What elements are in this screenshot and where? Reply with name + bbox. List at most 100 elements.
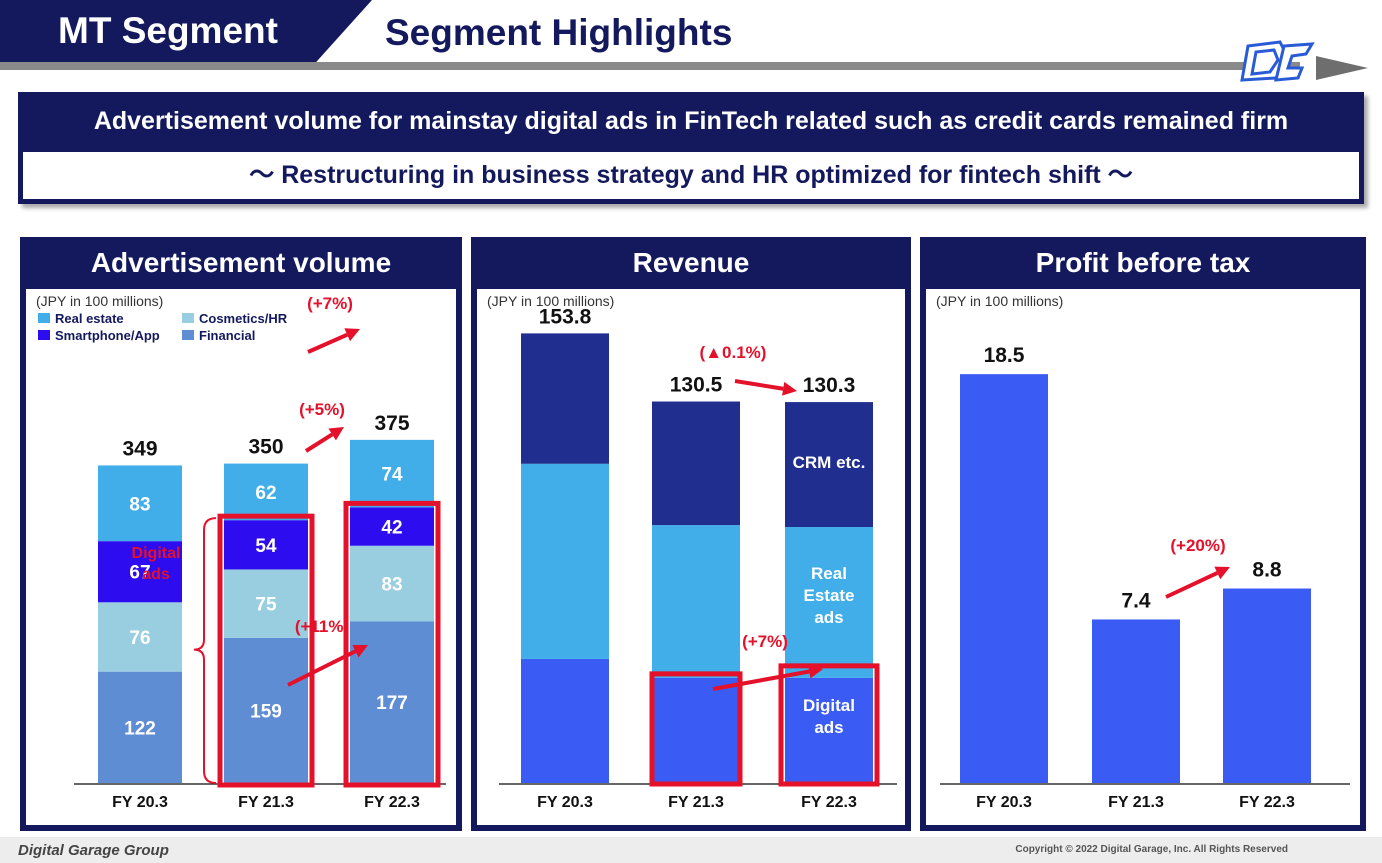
bar-segment (350, 439, 434, 508)
bar-segment (652, 401, 740, 526)
growth-arrow-head (352, 645, 368, 658)
ad-volume-panel: Advertisement volume (JPY in 100 million… (20, 237, 462, 831)
data-label: 62 (255, 483, 276, 504)
bar (1092, 619, 1180, 783)
highlight-box (217, 513, 315, 788)
annotation-text: Digital (132, 545, 181, 562)
panel-body: (JPY in 100 millions) Real estate Cosmeti… (26, 289, 456, 825)
segment-label: CRM etc. (793, 453, 866, 472)
growth-arrow-head (1214, 566, 1230, 580)
bar-segment (224, 637, 308, 783)
legend-swatch (182, 330, 194, 340)
growth-arrow-shaft (287, 649, 357, 687)
growth-label: (+7%) (742, 632, 788, 651)
revenue-panel: Revenue (JPY in 100 millions) 153.8 FY 20… (471, 237, 911, 831)
header-rule (0, 62, 1300, 70)
total-label: 350 (248, 436, 283, 459)
change-arrow-head (782, 381, 797, 396)
bar-segment (98, 465, 182, 542)
header-arrow-icon (1316, 56, 1368, 80)
change-arrow-shaft (734, 379, 784, 391)
bar-segment (521, 463, 609, 659)
growth-arrow-head (807, 664, 823, 679)
growth-label: (+11%) (295, 617, 349, 636)
growth-arrow-head (344, 328, 360, 342)
headline-banner: Advertisement volume for mainstay digita… (18, 92, 1364, 204)
bar-segment (521, 658, 609, 783)
bar-segment (224, 520, 308, 570)
total-label: 153.8 (539, 305, 592, 328)
segment-label: ads (814, 718, 843, 737)
subheadline: ～ Restructuring in business strategy and… (23, 152, 1359, 199)
growth-label: (+7%) (307, 294, 353, 313)
segment-label: Real (811, 564, 847, 583)
bar-segment (98, 541, 182, 603)
footer: Digital Garage Group Copyright © 2022 Di… (0, 837, 1382, 863)
x-tick-label: FY 21.3 (238, 794, 294, 811)
bar-segment (652, 677, 740, 783)
data-label: 83 (129, 494, 150, 515)
x-tick-label: FY 21.3 (668, 794, 724, 811)
total-label: 349 (122, 437, 157, 460)
segment-tab (0, 0, 372, 62)
bar (960, 374, 1048, 783)
bar-segment (350, 507, 434, 546)
data-label: 159 (250, 701, 282, 722)
growth-label: (+20%) (1170, 536, 1225, 555)
legend-label: Cosmetics/HR (199, 311, 288, 326)
x-tick-label: FY 21.3 (1108, 794, 1164, 811)
legend-label: Financial (199, 328, 255, 343)
data-label: 177 (376, 693, 408, 714)
legend-label: Smartphone/App (55, 328, 160, 343)
legend-label: Real estate (55, 311, 124, 326)
data-label: 42 (381, 518, 402, 539)
segment-label: Digital (803, 696, 855, 715)
growth-arrow-shaft (304, 432, 334, 453)
data-label: 75 (255, 595, 277, 616)
x-tick-label: FY 20.3 (112, 794, 168, 811)
data-label: 76 (129, 628, 150, 649)
segment-label: ads (814, 608, 843, 627)
brace (193, 517, 217, 784)
data-label: 67 (129, 563, 150, 584)
unit-label: (JPY in 100 millions) (487, 293, 615, 309)
change-label: (▲0.1%) (700, 343, 767, 362)
panel-body: (JPY in 100 millions) 18.5 FY 20.3 7.4 FY 2… (926, 289, 1360, 825)
x-tick-label: FY 22.3 (801, 794, 857, 811)
segment-label: Estate (803, 586, 854, 605)
bar (1223, 588, 1311, 783)
data-label: 7.4 (1121, 589, 1151, 612)
bar-segment (350, 545, 434, 622)
highlight-box (343, 500, 441, 788)
x-tick-label: FY 20.3 (537, 794, 593, 811)
legend-swatch (38, 330, 50, 340)
total-label: 130.5 (670, 374, 723, 397)
highlight-box (649, 671, 743, 787)
footer-copyright: Copyright © 2022 Digital Garage, Inc. Al… (1015, 844, 1288, 855)
panel-body: (JPY in 100 millions) 153.8 FY 20.3 130.5 F… (477, 289, 905, 825)
bar-segment (98, 602, 182, 672)
legend-swatch (182, 313, 194, 323)
panel-title: Revenue (632, 247, 750, 278)
bar-segment (785, 677, 873, 783)
x-tick-label: FY 20.3 (976, 794, 1032, 811)
bar-segment (785, 527, 873, 678)
data-label: 74 (381, 465, 403, 486)
profit-chart: 18.5 FY 20.3 7.4 FY 21.3 8.8 FY 22.3 (+20%) (940, 344, 1350, 811)
growth-arrow-shaft (1165, 571, 1219, 599)
total-label: 130.3 (803, 374, 856, 397)
data-label: 18.5 (984, 344, 1025, 367)
annotation-text: ads (142, 566, 170, 583)
total-label: 375 (374, 412, 409, 435)
headline: Advertisement volume for mainstay digita… (93, 107, 1289, 135)
panel-title: Profit before tax (1035, 247, 1251, 278)
bar-segment (785, 402, 873, 528)
profit-panel: Profit before tax (JPY in 100 millions) … (920, 237, 1366, 831)
segment-label: MT Segment (58, 10, 278, 51)
growth-label: (+5%) (299, 400, 345, 419)
unit-label: (JPY in 100 millions) (36, 293, 164, 309)
panel-title: Advertisement volume (90, 247, 392, 278)
highlight-box (778, 663, 880, 787)
data-label: 8.8 (1252, 559, 1282, 582)
footer-brand: Digital Garage Group (18, 842, 169, 859)
